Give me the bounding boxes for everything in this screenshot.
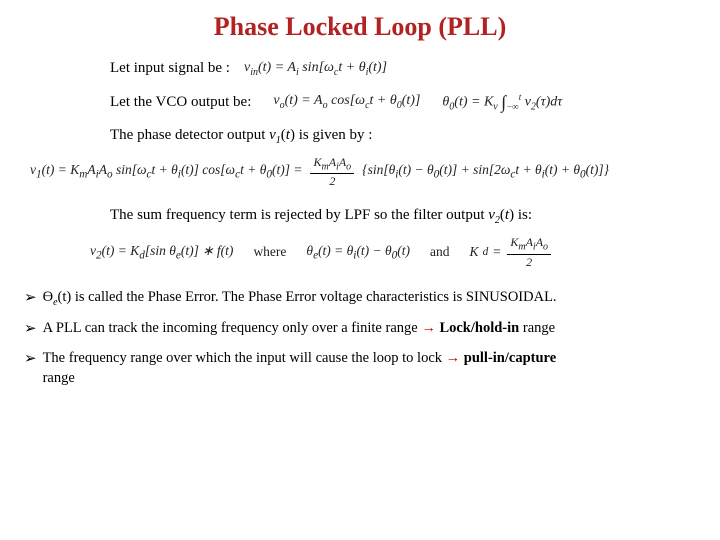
arrow-icon: → <box>446 350 461 366</box>
bullet-1: ➢ Ɵe(t) is called the Phase Error. The P… <box>24 288 700 309</box>
eq-thetae: θe(t) = θi(t) − θ0(t) <box>306 243 410 262</box>
b3-pre: The frequency range over which the input… <box>43 350 446 366</box>
text-pd-post: is given by : <box>295 127 373 143</box>
frac-kmaao-2: KmAiAo 2 <box>310 156 354 187</box>
b2-bold: Lock/hold-in <box>436 320 519 336</box>
b3-bold: pull-in/capture <box>460 350 556 366</box>
label-input-signal: Let input signal be : <box>110 60 230 77</box>
eq-theta0: θ0(t) = Kv ∫−∞t v2(τ)dτ <box>442 92 562 113</box>
row-vco-output: Let the VCO output be: vo(t) = Ao cos[ωc… <box>20 92 700 113</box>
text-sumfreq-pre: The sum frequency term is rejected by LP… <box>110 207 488 223</box>
b3-tail: range <box>43 370 75 386</box>
var-v2: v <box>488 207 495 223</box>
row-sumfreq-label: The sum frequency term is rejected by LP… <box>20 207 700 226</box>
b2-pre: A PLL can track the incoming frequency o… <box>43 320 422 336</box>
chevron-icon: ➢ <box>24 319 37 339</box>
eq-v1: v1(t) = KmAiAo sin[ωct + θi(t)] cos[ωct … <box>20 156 700 187</box>
var-v1: v <box>269 127 276 143</box>
chevron-icon: ➢ <box>24 288 37 308</box>
bullet-2: ➢ A PLL can track the incoming frequency… <box>24 319 700 339</box>
label-vco-output: Let the VCO output be: <box>110 94 251 111</box>
eq-vco-output: vo(t) = Ao cos[ωct + θ0(t)] <box>273 93 420 111</box>
eq-input-signal: vin(t) = Ai sin[ωct + θi(t)] <box>244 60 387 78</box>
row-input-signal: Let input signal be : vin(t) = Ai sin[ωc… <box>20 60 700 78</box>
bullet-list: ➢ Ɵe(t) is called the Phase Error. The P… <box>20 288 700 389</box>
row-pd-label: The phase detector output v1(t) is given… <box>20 127 700 146</box>
label-and: and <box>430 244 450 260</box>
bullet-3: ➢ The frequency range over which the inp… <box>24 349 700 388</box>
arrow-icon: → <box>421 320 436 336</box>
b2-tail: range <box>519 320 555 336</box>
slide-root: Phase Locked Loop (PLL) Let input signal… <box>0 0 720 408</box>
label-where: where <box>253 244 286 260</box>
slide-title: Phase Locked Loop (PLL) <box>20 12 700 42</box>
text-sumfreq-post: is: <box>514 207 532 223</box>
eq-kd: Kd = KmAiAo 2 <box>470 236 553 267</box>
chevron-icon: ➢ <box>24 349 37 369</box>
eq-v2-row: v2(t) = Kd[sin θe(t)] ∗ f(t) where θe(t)… <box>20 236 700 267</box>
b1-theta: Ɵ <box>43 289 53 305</box>
text-pd-pre: The phase detector output <box>110 127 269 143</box>
eq-v2: v2(t) = Kd[sin θe(t)] ∗ f(t) <box>90 243 233 262</box>
b1-text: (t) is called the Phase Error. The Phase… <box>58 289 557 305</box>
